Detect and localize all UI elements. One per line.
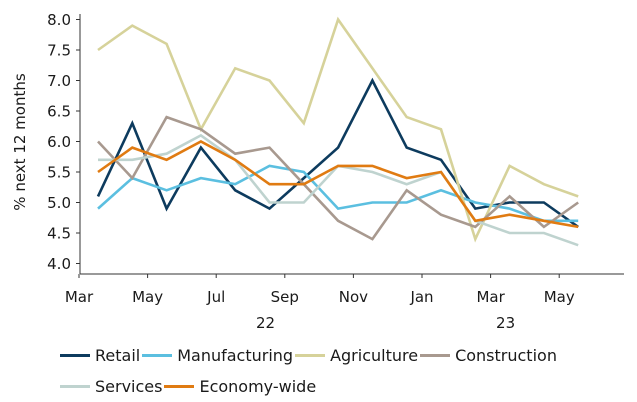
legend-item-services: Services <box>60 377 162 396</box>
x-year-label: 22 <box>256 314 275 332</box>
x-tick-label: Mar <box>476 288 505 306</box>
legend-item-construction: Construction <box>420 346 557 365</box>
series-lines <box>96 16 579 247</box>
x-tick-label: May <box>544 288 575 306</box>
legend-swatch <box>60 354 90 357</box>
y-tick-label: 5.0 <box>47 194 71 212</box>
series-line-retail <box>96 77 579 228</box>
legend: Retail Manufacturing Agriculture Constructi… <box>60 340 620 402</box>
legend-item-agriculture: Agriculture <box>295 346 418 365</box>
y-tick-label: 6.5 <box>47 103 71 121</box>
legend-swatch <box>420 354 451 357</box>
y-tick-label: 8.0 <box>47 11 71 29</box>
legend-label: Retail <box>95 346 141 365</box>
x-tick-label: Sep <box>271 288 299 306</box>
y-tick-label: 6.0 <box>47 133 71 151</box>
legend-label: Construction <box>455 346 557 365</box>
y-tick-label: 7.5 <box>47 42 71 60</box>
series-line-agriculture <box>97 16 579 243</box>
legend-row: Retail Manufacturing Agriculture Constructi… <box>60 340 620 371</box>
y-axis-title: % next 12 months <box>11 73 29 211</box>
axes: 4.0 4.5 5.0 5.5 6.0 6.5 7.0 7.5 8.0 Mar May Jul Sep N… <box>47 11 624 332</box>
legend-row: Services Economy-wide <box>60 371 620 402</box>
series-line-economy-wide <box>97 140 579 229</box>
x-tick-label: Jan <box>409 288 433 306</box>
y-tick-label: 7.0 <box>47 72 71 90</box>
y-tick-label: 5.5 <box>47 164 71 182</box>
legend-item-retail: Retail <box>60 346 140 365</box>
legend-swatch <box>295 354 326 357</box>
legend-label: Economy-wide <box>199 377 317 396</box>
legend-item-economy-wide: Economy-wide <box>164 377 316 396</box>
line-chart: 4.0 4.5 5.0 5.5 6.0 6.5 7.0 7.5 8.0 Mar May Jul Sep N… <box>11 11 624 332</box>
x-tick-label: Mar <box>65 288 94 306</box>
series-line-construction <box>97 115 579 241</box>
legend-label: Manufacturing <box>177 346 294 365</box>
legend-swatch <box>142 354 173 357</box>
y-tick-label: 4.0 <box>47 255 71 273</box>
x-tick-label: Nov <box>339 288 368 306</box>
legend-item-manufacturing: Manufacturing <box>142 346 293 365</box>
x-tick-label: May <box>132 288 163 306</box>
legend-label: Agriculture <box>330 346 419 365</box>
legend-swatch <box>164 385 195 388</box>
x-tick-label: Jul <box>206 288 225 306</box>
legend-swatch <box>60 385 90 388</box>
x-year-label: 23 <box>496 314 515 332</box>
legend-label: Services <box>95 377 163 396</box>
y-tick-label: 4.5 <box>47 225 71 243</box>
